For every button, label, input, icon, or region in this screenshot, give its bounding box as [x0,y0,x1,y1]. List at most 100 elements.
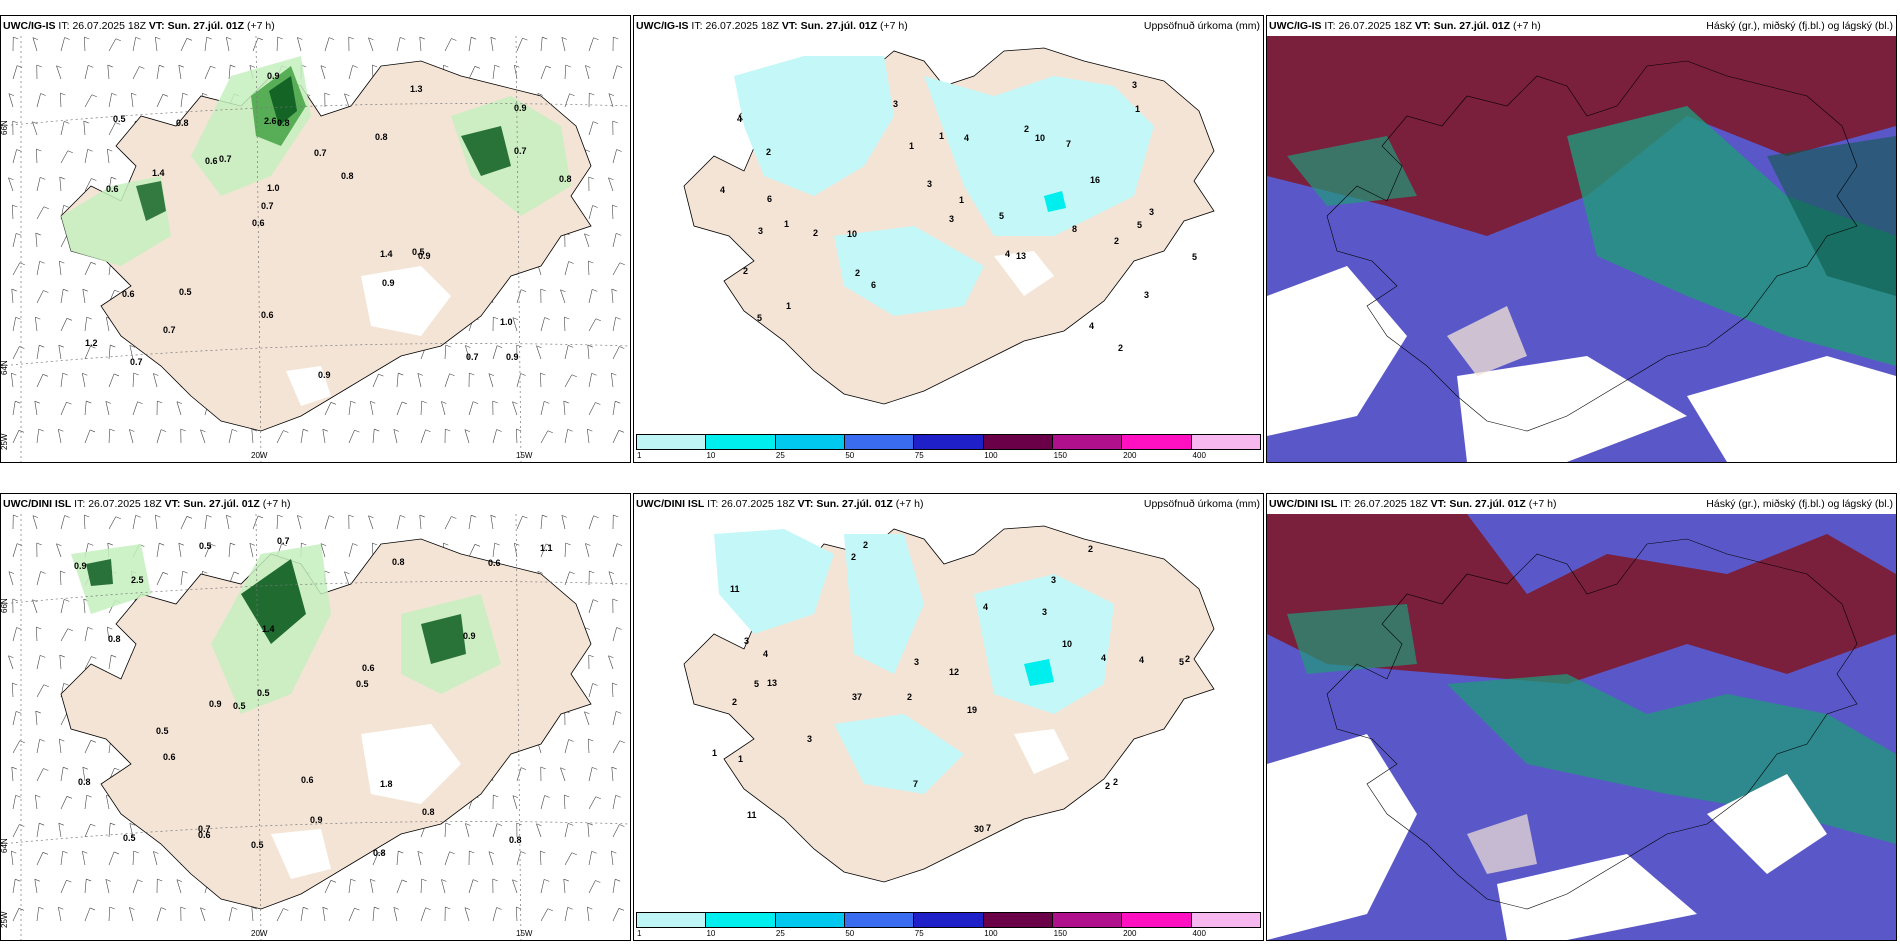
colorbar-swatch [983,435,1053,449]
wind-barb-flag [612,204,618,208]
wind-barb [200,429,206,444]
wind-barb-flag [88,65,94,68]
wind-barb [251,429,254,444]
wind-barb-flag [320,543,327,546]
wind-barb [36,655,41,670]
init-time: 26.07.2025 18Z [1354,498,1428,510]
value-label: 0.6 [106,184,119,194]
wind-barb [515,907,518,922]
wind-barb [276,515,279,530]
wind-barb-flag [616,543,623,546]
wind-barb [612,740,621,754]
wind-barb-flag [595,796,601,800]
value-label: 0.9 [514,103,527,113]
colorbar-swatch [914,435,984,449]
wind-barb [588,599,594,614]
wind-barb [12,149,17,164]
wind-barb-flag [160,429,167,432]
wind-barb-flag [249,65,255,68]
wind-barb-flag [615,316,621,320]
wind-barb-flag [137,879,143,883]
valid-time-label: VT: [781,20,798,32]
valid-time-label: VT: [1430,498,1447,510]
colorbar-tick-label: 150 [1053,451,1068,460]
wind-barb-flag [537,571,543,574]
wind-barb-flag [178,542,184,546]
wind-barb-flag [615,878,621,882]
wind-barb-flag [257,515,264,519]
wind-barb [608,93,614,108]
value-label: 0.9 [506,352,519,362]
value-label: 1 [786,301,791,311]
wind-barb [564,852,573,866]
wind-barb-flag [160,907,167,910]
wind-barb-flag [474,544,481,547]
panel-header: UWC/IG-IS IT: 26.07.2025 18Z VT: Sun. 27… [1,16,630,36]
wind-barb-flag [615,794,621,798]
wind-barb-flag [608,177,614,181]
colorbar-swatch [775,435,845,449]
wind-barb-flag [111,176,117,180]
wind-barb [35,627,38,642]
wind-barb [564,907,568,922]
wind-barb [36,261,40,276]
wind-barb-flag [344,571,350,575]
value-label: 2 [1185,654,1190,664]
wind-barb [82,851,86,866]
wind-barb-flag [63,766,69,770]
wind-barb [36,907,40,922]
value-label: 2 [863,540,868,550]
valid-time: Sun. 27.júl. 01Z [800,20,878,32]
wind-barb-flag [368,515,374,519]
wind-barb-flag [398,372,404,376]
wind-barb-flag [616,627,622,630]
wind-barb-flag [494,64,500,68]
wind-barb-flag [512,317,519,320]
wind-barb-flag [400,515,406,518]
wind-barb [612,430,620,444]
wind-barb [60,628,69,642]
wind-barb [132,373,135,388]
wind-barb [129,823,134,838]
wind-barb-flag [35,232,41,236]
value-label: 0.7 [198,824,211,834]
wind-barb-flag [90,823,96,827]
colorbar-swatch [1191,913,1260,927]
wind-barb [396,401,403,416]
wind-barb [204,543,211,558]
wind-barb-flag [593,37,599,41]
wind-barb-flag [419,514,425,518]
wind-barb [393,429,398,444]
wind-barb [12,346,20,360]
value-label: 0.9 [382,278,395,288]
wind-barb-flag [615,400,621,404]
value-label: 0.6 [252,218,265,228]
wind-barb [417,851,422,866]
wind-barb [8,571,14,586]
wind-barb-flag [40,655,46,658]
wind-barb-flag [516,428,522,432]
wind-barb [348,907,355,922]
wind-barb-flag [155,36,161,40]
wind-barb-flag [613,36,619,40]
colorbar: 1 10 25 50 75 100 150 200 400 [634,434,1263,462]
wind-barb-flag [283,908,289,911]
wind-barb-flag [571,852,577,856]
wind-barb [492,543,496,558]
wind-barb [540,317,545,332]
valid-time: Sun. 27.júl. 01Z [816,498,893,510]
value-label: 0.6 [362,663,375,673]
init-time: 26.07.2025 18Z [88,498,162,510]
wind-barb [564,374,573,388]
value-label: 3 [1042,607,1047,617]
wind-barb-flag [34,400,40,404]
wind-barb [36,768,44,782]
wind-barb-flag [35,316,41,320]
wind-barb-flag [89,429,96,433]
wind-barb-flag [66,401,72,405]
wind-barb-flag [612,120,618,124]
wind-barb-flag [67,628,73,632]
wind-barb [108,516,117,530]
wind-barb-flag [537,93,543,96]
wind-barb [12,740,21,754]
